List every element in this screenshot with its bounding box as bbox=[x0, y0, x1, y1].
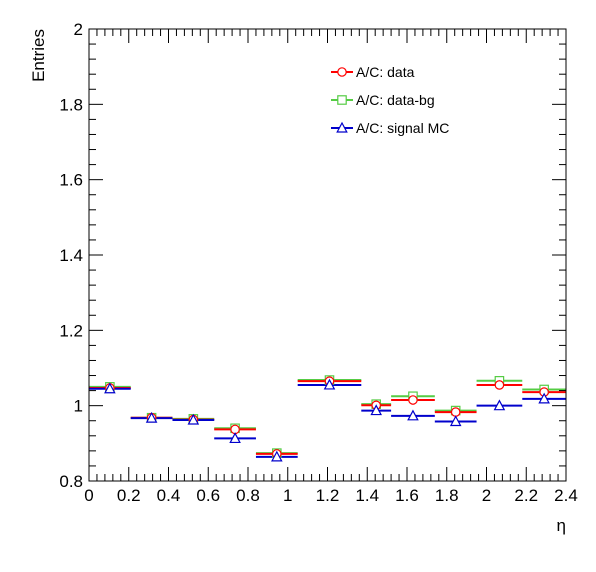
x-tick-label: 2 bbox=[482, 486, 491, 505]
x-tick-label: 1.6 bbox=[395, 486, 419, 505]
data-point bbox=[187, 413, 200, 425]
x-tick-label: 1 bbox=[283, 486, 292, 505]
x-tick-label: 0.2 bbox=[117, 486, 141, 505]
data-point bbox=[408, 395, 418, 405]
data-point bbox=[323, 378, 336, 390]
axes-layer: 0 0.2 0.4 0.6 0.8 1 1.2 1.4 1.6 1.8 2 2.2 2.4 0.8 1 1.2… bbox=[59, 20, 577, 505]
legend-marker bbox=[337, 95, 347, 105]
x-tick-label: 2.2 bbox=[514, 486, 538, 505]
data-point bbox=[493, 399, 506, 411]
legend-item: A/C: signal MC bbox=[331, 120, 449, 136]
x-axis-title: η bbox=[557, 516, 566, 535]
data-point bbox=[407, 409, 419, 421]
x-tick-label: 0.8 bbox=[236, 486, 260, 505]
legend-marker bbox=[336, 121, 348, 133]
data-point bbox=[370, 404, 382, 416]
x-tick-label: 2.4 bbox=[554, 486, 578, 505]
data-point bbox=[538, 392, 550, 404]
markers-triangle bbox=[104, 378, 550, 462]
legend: A/C: data A/C: data-bg A/C: signal MC bbox=[331, 64, 449, 136]
legend-label: A/C: data bbox=[356, 64, 415, 80]
y-tick-label: 1.8 bbox=[59, 95, 83, 114]
x-tick-label: 0.4 bbox=[157, 486, 181, 505]
legend-label: A/C: data-bg bbox=[356, 92, 435, 108]
data-point bbox=[145, 411, 158, 423]
y-tick-label: 1.6 bbox=[59, 171, 83, 190]
x-tick-label: 1.2 bbox=[316, 486, 340, 505]
data-point bbox=[449, 415, 462, 427]
legend-marker bbox=[337, 67, 347, 77]
x-tick-label: 0.6 bbox=[196, 486, 220, 505]
data-point bbox=[494, 380, 505, 390]
data-point bbox=[104, 382, 116, 394]
data-point bbox=[450, 407, 461, 417]
x-tick-label: 0 bbox=[84, 486, 93, 505]
y-tick-label: 1.2 bbox=[59, 321, 83, 340]
y-tick-label: 2 bbox=[74, 20, 83, 39]
plot-layer bbox=[89, 375, 566, 462]
x-tick-label: 1.4 bbox=[355, 486, 379, 505]
y-tick-label: 1.4 bbox=[59, 246, 83, 265]
y-tick-label: 0.8 bbox=[59, 472, 83, 491]
y-axis-title: Entries bbox=[29, 29, 48, 82]
legend-item: A/C: data bbox=[331, 64, 415, 80]
data-point bbox=[229, 432, 241, 444]
x-tick-label: 1.8 bbox=[435, 486, 459, 505]
y-tick-label: 1 bbox=[74, 397, 83, 416]
legend-item: A/C: data-bg bbox=[331, 92, 435, 108]
legend-label: A/C: signal MC bbox=[356, 120, 449, 136]
data-point bbox=[271, 450, 283, 462]
